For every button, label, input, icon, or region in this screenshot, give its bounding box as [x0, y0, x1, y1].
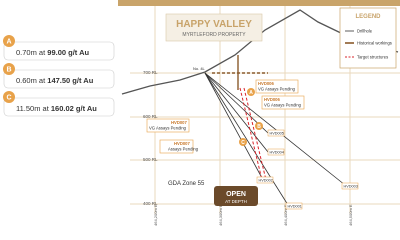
callout-note: VG Assays Pending — [258, 87, 296, 92]
intercept-text: 0.70m at 99.00 g/t Au — [16, 48, 90, 57]
hole-label: HVD005 — [270, 132, 284, 136]
legend-item: Historical workings — [357, 41, 392, 46]
intercept-length: 0.70m at — [16, 48, 47, 57]
hole-label: HVD004 — [270, 151, 284, 155]
callout-note: Assays Pending — [168, 147, 199, 152]
section-markers: A B C — [239, 88, 263, 146]
intercept-grade: 99.00 g/t Au — [47, 48, 89, 57]
intercept-panel: A 0.70m at 99.00 g/t Au B 0.60m at 147.5… — [3, 35, 115, 117]
target-structures — [239, 87, 267, 181]
easting: 464,400m E — [283, 204, 288, 226]
elevation: 600 RL — [143, 114, 158, 119]
top-band — [118, 0, 400, 6]
open-box — [214, 186, 258, 206]
legend-title: LEGEND — [355, 14, 381, 20]
legend-item: Target structures — [357, 55, 388, 60]
intercept-length: 0.60m at — [16, 76, 47, 85]
callouts: HVD006 VG Assays Pending HVD006 VG Assay… — [146, 79, 305, 154]
elevation-labels: 700 RL 600 RL 500 RL 400 RL — [143, 70, 158, 206]
elevation: 700 RL — [143, 70, 158, 75]
intercept-length: 11.50m at — [16, 104, 51, 113]
legend-box — [339, 7, 397, 69]
intercept-text: 11.50m at 160.02 g/t Au — [16, 104, 97, 113]
callout-note: VG Assays Pending — [264, 103, 302, 108]
diagram: 700 RL 600 RL 500 RL 400 RL 464,200m E 4… — [3, 0, 400, 226]
callout-note: VG Assays Pending — [149, 126, 187, 131]
intercept-letter: A — [6, 39, 11, 46]
zone-label: GDA Zone 55 — [168, 181, 205, 187]
intercept-grade: 147.50 g/t Au — [47, 76, 93, 85]
intercept-text: 0.60m at 147.50 g/t Au — [16, 76, 94, 85]
marker: B — [257, 124, 261, 130]
easting: 464,500m E — [348, 204, 353, 226]
drillholes — [204, 72, 346, 206]
callout-hole: HVD007 — [174, 141, 190, 146]
open-sub: AT DEPTH — [225, 199, 247, 204]
marker: A — [249, 90, 253, 96]
intercept-letter: B — [6, 67, 11, 74]
hole-label: HVD001 — [288, 205, 302, 209]
hole-labels: HVD005 HVD004 HVD002 HVD001 HVD003 — [256, 129, 359, 210]
easting: 464,300m E — [218, 204, 223, 226]
intercept-letter: C — [6, 95, 11, 102]
hole-label: HVD003 — [344, 185, 358, 189]
callout-hole: HVD006 — [264, 97, 280, 102]
elevation: 400 RL — [143, 201, 158, 206]
collar-label: No. 4L — [193, 66, 206, 71]
marker: C — [241, 140, 245, 146]
hole-label: HVD002 — [259, 179, 273, 183]
intercept-grade: 160.02 g/t Au — [51, 104, 97, 113]
callout-hole: HVD006 — [258, 81, 274, 86]
easting: 464,200m E — [153, 204, 158, 226]
easting-labels: 464,200m E 464,300m E 464,400m E 464,500… — [153, 204, 353, 226]
title-box — [165, 13, 263, 42]
legend-item: Drillhole — [357, 29, 373, 34]
open-title: OPEN — [226, 191, 246, 198]
subtitle: MYRTLEFORD PROPERTY — [182, 32, 246, 38]
elevation: 500 RL — [143, 157, 158, 162]
callout-hole: HVD007 — [171, 120, 187, 125]
title: HAPPY VALLEY — [176, 19, 252, 30]
